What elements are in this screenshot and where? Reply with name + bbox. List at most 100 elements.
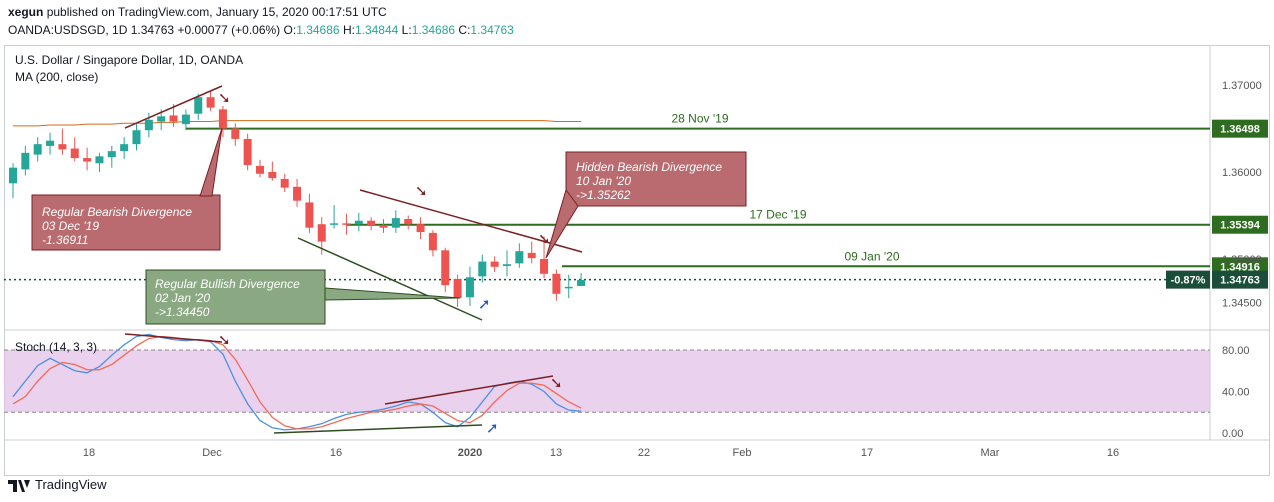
level-price-label: 1.35394: [1220, 220, 1261, 232]
last-price: 1.34763: [130, 23, 175, 37]
time-tick-label: 22: [638, 447, 650, 459]
candle: [527, 241, 536, 264]
candle-body: [342, 223, 351, 225]
change-label: -0.87%: [1171, 275, 1206, 287]
bullish-divergence-stoch-line[interactable]: [273, 424, 483, 434]
hidden-callout-box[interactable]: [565, 151, 747, 207]
candle-body: [465, 277, 474, 298]
level-price-label: 1.34916: [1220, 261, 1260, 273]
candle: [243, 133, 252, 171]
bearish-divergence-stoch-line[interactable]: [124, 333, 223, 343]
high-label: H:: [342, 23, 355, 37]
candle-body: [354, 220, 363, 225]
close-value: 1.34763: [470, 23, 514, 37]
stoch-band: [4, 350, 1210, 413]
candle: [9, 163, 17, 199]
low-label: L:: [401, 23, 412, 37]
candle: [107, 145, 116, 168]
bearish-rocket-icon: ➘: [415, 183, 428, 200]
candle: [95, 152, 104, 172]
candle-body: [268, 172, 277, 179]
symbol-title: U.S. Dollar / Singapore Dollar, 1D, OAND…: [15, 53, 244, 67]
tradingview-logo-icon: [8, 479, 30, 492]
publish-info: published on TradingView.com, January 15…: [46, 5, 387, 19]
hidden-bearish-price-line[interactable]: [359, 189, 583, 253]
bearish-callout-title: Regular Bearish Divergence: [42, 205, 192, 219]
close-label: C:: [458, 23, 471, 37]
candle: [490, 256, 499, 273]
candle: [33, 137, 42, 162]
ma-layer: [13, 120, 582, 127]
bullish-callout-date: 02 Jan '20: [155, 291, 210, 305]
bearish-callout-price: -1.36911: [42, 233, 88, 247]
stoch-layer: 80.00 40.00 0.00: [4, 333, 1250, 440]
candle: [391, 210, 400, 233]
price-tick-label: 1.37000: [1222, 80, 1262, 92]
candle-body: [231, 128, 240, 139]
candle: [503, 250, 511, 277]
candle: [181, 109, 190, 131]
candle-body: [577, 279, 586, 286]
candle-body: [404, 218, 413, 225]
bullish-rocket-icon: ➚: [478, 296, 491, 313]
candle-body: [564, 286, 573, 289]
candle-body: [169, 115, 178, 122]
bullish-callout-box[interactable]: [145, 269, 326, 325]
bullish-callout-title: Regular Bullish Divergence: [155, 277, 300, 291]
hidden-bearish-stoch-line[interactable]: [384, 375, 554, 405]
candle: [120, 137, 129, 159]
candle: [416, 217, 425, 239]
bearish-divergence-price-line[interactable]: [124, 85, 223, 129]
low-value: 1.34686: [411, 23, 456, 37]
bullish-callout-pointer: [324, 287, 461, 301]
time-tick-label: 13: [550, 447, 562, 459]
last-price-label: 1.34763: [1220, 275, 1260, 287]
last-price-tag: [1212, 270, 1268, 289]
bearish-rocket-icon: ➘: [538, 231, 551, 248]
ma-legend[interactable]: MA (200, close): [15, 70, 99, 84]
time-tick-label: 2020: [458, 447, 482, 459]
hidden-callout-pointer: [545, 188, 579, 259]
ticker: OANDA:USDSGD, 1D: [8, 23, 128, 37]
candle-body: [83, 158, 92, 162]
candle-body: [33, 144, 42, 155]
price-tick-label: 1.34500: [1222, 298, 1262, 310]
candle-body: [206, 97, 215, 108]
candle: [379, 218, 388, 233]
candle: [577, 272, 586, 286]
candle-body: [367, 220, 376, 226]
bearish-rocket-icon: ➘: [218, 90, 231, 107]
publisher-name[interactable]: xegun: [8, 5, 44, 19]
candle-body: [120, 144, 129, 152]
hidden-callout-date: 10 Jan '20: [576, 174, 631, 188]
change-tag: [1166, 270, 1210, 289]
bearish-rocket-icon: ➘: [218, 332, 231, 349]
stoch-legend[interactable]: Stoch (14, 3, 3): [15, 340, 98, 354]
bullish-divergence-price-line[interactable]: [297, 237, 483, 321]
time-tick-label: 18: [83, 447, 95, 459]
candle-body: [478, 261, 487, 277]
candle: [564, 274, 573, 299]
candle-body: [280, 178, 289, 188]
candle-body: [552, 273, 561, 294]
ma-200-line: [13, 120, 582, 127]
candle-body: [21, 152, 30, 170]
candle-body: [540, 259, 549, 274]
candle: [206, 91, 215, 112]
bearish-callout-box[interactable]: [31, 194, 221, 251]
chart-frame: [4, 45, 1270, 476]
candle-body: [95, 156, 104, 164]
level-date-label: 17 Dec '19: [750, 208, 807, 222]
candle: [132, 124, 141, 151]
candle: [305, 193, 314, 233]
candle: [268, 161, 277, 181]
price-tick-label: 1.36000: [1222, 167, 1262, 179]
time-tick-label: Mar: [981, 447, 1000, 459]
candle: [552, 269, 561, 301]
footer-brand[interactable]: TradingView: [8, 477, 107, 492]
candle: [70, 137, 79, 162]
price-tick-label: 1.35000: [1222, 254, 1262, 266]
candle-body: [132, 130, 141, 145]
bearish-callout-date: 03 Dec '19: [42, 219, 99, 233]
